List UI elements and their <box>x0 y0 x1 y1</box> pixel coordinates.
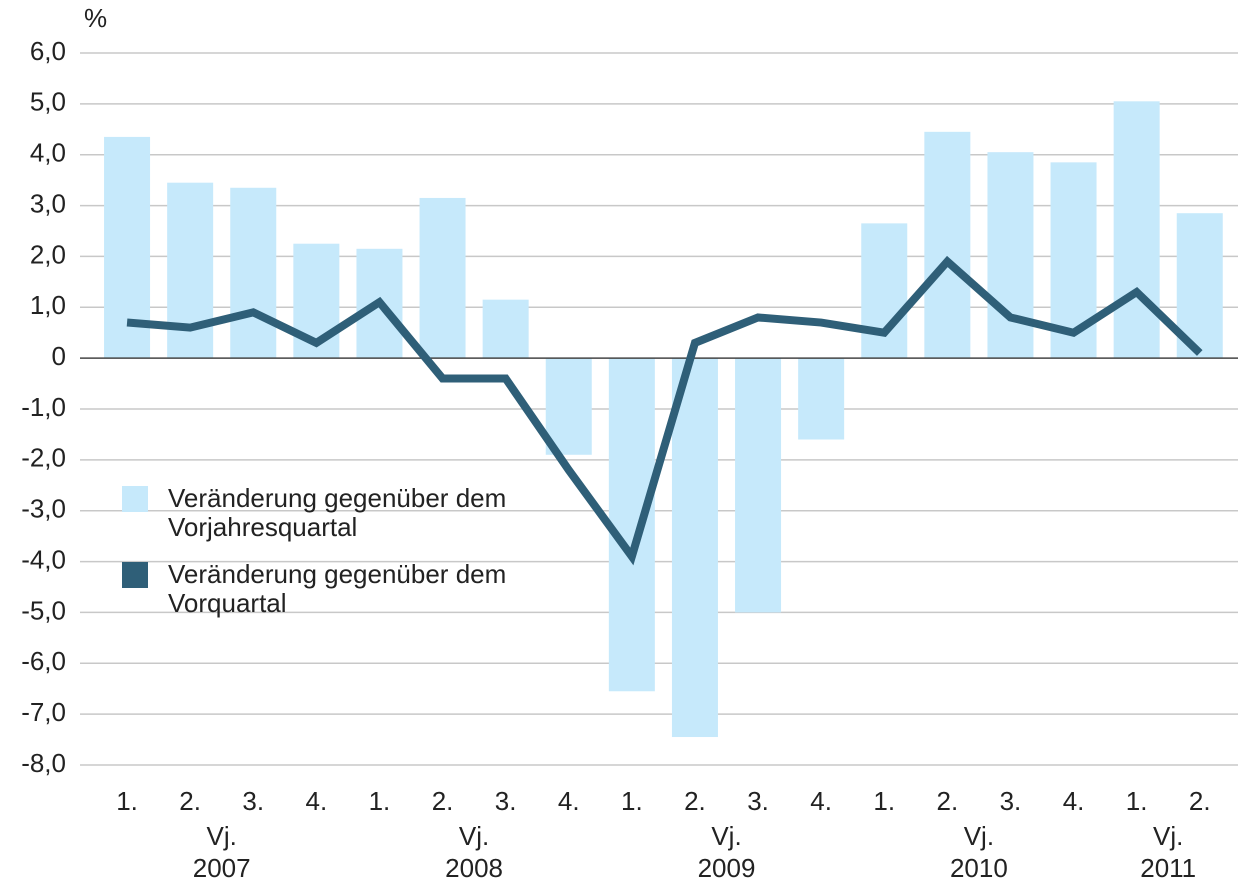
x-tick-label: 1. <box>621 786 643 816</box>
group-year: 2011 <box>1140 853 1196 883</box>
group-prefix: Vj. <box>964 821 994 851</box>
x-tick-label: 4. <box>558 786 580 816</box>
bar <box>987 152 1034 359</box>
y-tick-label: 4,0 <box>30 138 66 168</box>
bar <box>167 182 214 359</box>
bar <box>230 187 277 359</box>
x-tick-label: 1. <box>873 786 895 816</box>
bar <box>419 197 466 359</box>
x-tick-label: 4. <box>810 786 832 816</box>
line-series <box>126 255 1203 566</box>
bar <box>608 358 655 692</box>
x-tick-label: 3. <box>242 786 264 816</box>
y-tick-label: 3,0 <box>30 188 66 218</box>
group-prefix: Vj. <box>711 821 741 851</box>
y-tick-label: -3,0 <box>21 494 66 524</box>
group-prefix: Vj. <box>1153 821 1183 851</box>
bar <box>798 358 845 440</box>
x-tick-label: 4. <box>1063 786 1085 816</box>
y-tick-label: -6,0 <box>21 646 66 676</box>
legend-item: Veränderung gegenüber dem Vorquartal <box>122 560 522 618</box>
bar <box>482 299 529 359</box>
group-year: 2008 <box>445 853 503 883</box>
legend-label: Veränderung gegenüber dem Vorjahresquart… <box>168 483 507 542</box>
legend-swatch <box>122 562 148 588</box>
legend-swatch <box>122 486 148 512</box>
bar <box>1113 101 1160 359</box>
x-tick-label: 2. <box>684 786 706 816</box>
group-prefix: Vj. <box>459 821 489 851</box>
group-year: 2007 <box>193 853 251 883</box>
bar <box>671 358 718 738</box>
legend-label: Veränderung gegenüber dem Vorquartal <box>168 559 507 618</box>
x-tick-label: 3. <box>747 786 769 816</box>
unit-label: % <box>84 3 107 33</box>
y-tick-label: 6,0 <box>30 36 66 66</box>
x-tick-label: 2. <box>937 786 959 816</box>
bar <box>545 358 592 455</box>
x-tick-label: 2. <box>1189 786 1211 816</box>
y-tick-label: -2,0 <box>21 443 66 473</box>
x-tick-label: 3. <box>495 786 517 816</box>
bar <box>735 358 782 613</box>
x-tick-label: 1. <box>369 786 391 816</box>
y-tick-label: 2,0 <box>30 239 66 269</box>
bar <box>861 223 908 359</box>
x-tick-label: 4. <box>306 786 328 816</box>
y-tick-label: -1,0 <box>21 392 66 422</box>
x-tick-label: 2. <box>432 786 454 816</box>
y-tick-label: 0 <box>52 341 66 371</box>
y-tick-label: -7,0 <box>21 697 66 727</box>
y-tick-label: 1,0 <box>30 290 66 320</box>
x-tick-label: 2. <box>179 786 201 816</box>
group-prefix: Vj. <box>207 821 237 851</box>
y-tick-label: 5,0 <box>30 87 66 117</box>
group-year: 2010 <box>950 853 1008 883</box>
y-tick-label: -8,0 <box>21 748 66 778</box>
x-tick-label: 1. <box>1126 786 1148 816</box>
y-tick-label: -4,0 <box>21 544 66 574</box>
bar <box>924 131 971 359</box>
legend-item: Veränderung gegenüber dem Vorjahresquart… <box>122 484 522 542</box>
x-tick-label: 3. <box>1000 786 1022 816</box>
y-tick-label: -5,0 <box>21 595 66 625</box>
x-tick-label: 1. <box>116 786 138 816</box>
group-year: 2009 <box>698 853 756 883</box>
